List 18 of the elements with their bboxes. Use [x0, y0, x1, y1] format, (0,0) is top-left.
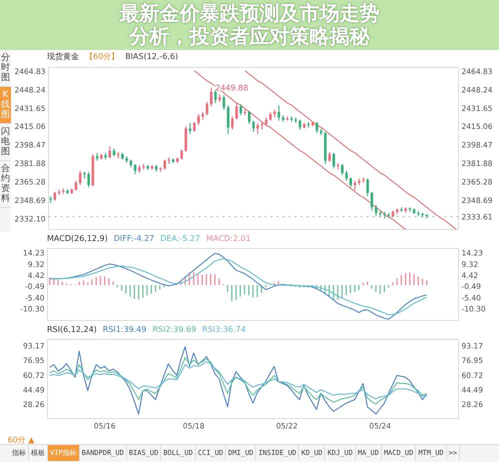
- text: RSI2:39.69: [152, 325, 196, 334]
- chart-title: RSI(6,12,24): [47, 325, 97, 334]
- chart-title: MACD(26,12,9): [47, 234, 108, 243]
- text: 2449.88: [215, 84, 248, 93]
- text: DEA:-5.27: [160, 234, 200, 243]
- text: K线图: [0, 87, 11, 124]
- text: RSI1:39.49: [102, 325, 146, 334]
- text: 闪电图: [0, 124, 11, 161]
- x-axis-title: 60分 ▲: [8, 436, 36, 444]
- text: 分时图: [0, 50, 11, 87]
- text: 合约资料: [0, 161, 11, 208]
- text: RSI3:36.74: [202, 325, 246, 334]
- text: MACD:2.01: [206, 234, 251, 243]
- text: 【60分】: [85, 52, 120, 61]
- text: DIFF:-4.27: [114, 234, 154, 243]
- chart-subtitle: 现货黄金: [47, 52, 79, 61]
- text: BIAS(12,-6,6): [125, 52, 178, 61]
- chart-title: 最新金价暴跌预测及市场走势分析，投资者应对策略揭秘: [118, 1, 380, 48]
